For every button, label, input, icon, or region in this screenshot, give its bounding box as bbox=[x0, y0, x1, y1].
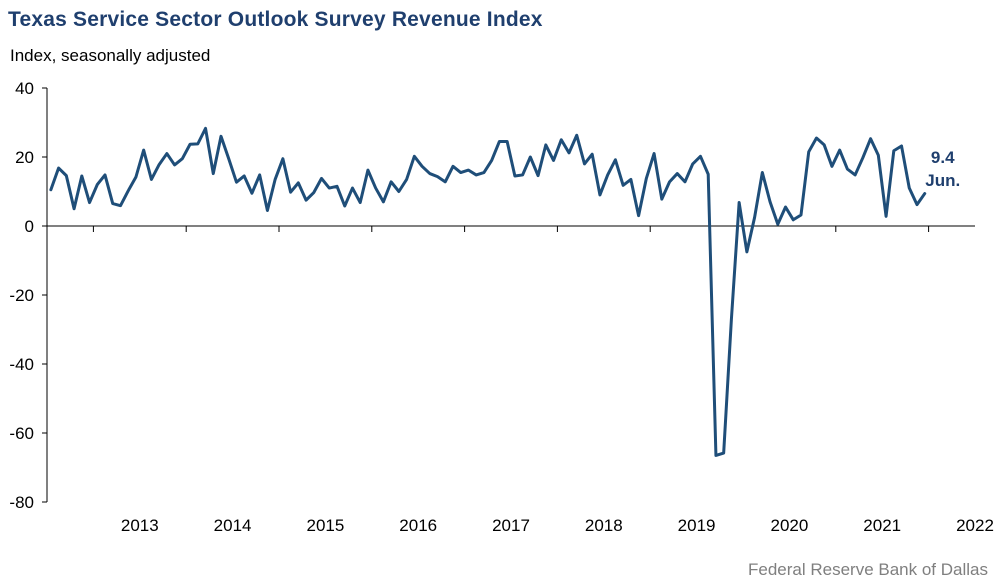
x-tick-label: 2013 bbox=[121, 516, 159, 535]
x-tick-label: 2021 bbox=[863, 516, 901, 535]
chart-title: Texas Service Sector Outlook Survey Reve… bbox=[8, 8, 543, 31]
latest-value-text: 9.4 bbox=[931, 148, 955, 167]
y-tick-label: 0 bbox=[25, 217, 34, 236]
x-tick-label: 2020 bbox=[770, 516, 808, 535]
x-tick-label: 2018 bbox=[585, 516, 623, 535]
latest-value-annotation: 9.4 Jun. bbox=[925, 148, 960, 190]
axes bbox=[42, 87, 975, 503]
y-tick-label: 20 bbox=[15, 148, 34, 167]
y-tick-label: 40 bbox=[15, 79, 34, 98]
y-tick-label: -80 bbox=[9, 493, 34, 512]
y-tick-label: -60 bbox=[9, 424, 34, 443]
source-credit: Federal Reserve Bank of Dallas bbox=[747, 560, 988, 579]
revenue-index-line bbox=[49, 126, 927, 457]
latest-month-text: Jun. bbox=[925, 171, 960, 190]
y-tick-label: -40 bbox=[9, 355, 34, 374]
x-tick-label: 2014 bbox=[214, 516, 252, 535]
tick-labels: 40 20 0 -20 -40 -60 -80 2013 2014 2015 2016 2017 201… bbox=[9, 79, 993, 535]
x-tick-label: 2019 bbox=[678, 516, 716, 535]
y-axis-label: Index, seasonally adjusted bbox=[10, 46, 211, 65]
y-tick-label: -20 bbox=[9, 286, 34, 305]
x-tick-label: 2017 bbox=[492, 516, 530, 535]
x-tick-label: 2015 bbox=[306, 516, 344, 535]
x-tick-label: 2016 bbox=[399, 516, 437, 535]
x-tick-label: 2022 bbox=[956, 516, 994, 535]
